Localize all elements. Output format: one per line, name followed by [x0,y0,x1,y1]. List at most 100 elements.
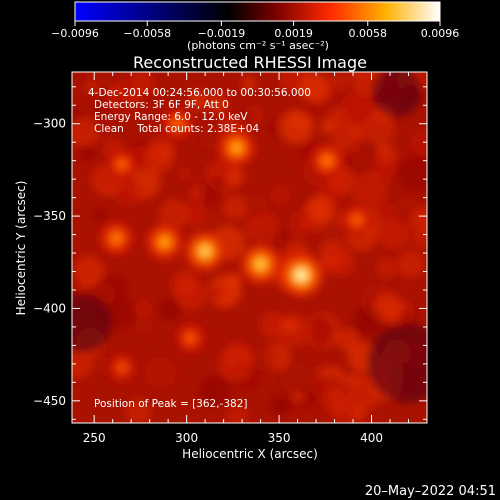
colorbar-units: (photons cm⁻² s⁻¹ asec⁻²) [187,39,329,52]
colorbar-tick-label: −0.0096 [51,27,99,40]
background-texture [331,121,364,153]
background-texture [270,185,291,206]
chart-title: Reconstructed RHESSI Image [133,53,367,72]
emission-source [200,246,210,256]
background-texture [268,396,289,416]
background-texture [400,309,417,326]
plot-frame [71,71,428,424]
background-texture [372,72,422,117]
background-texture [279,361,314,396]
background-texture [177,166,192,181]
background-texture [225,167,245,186]
background-texture [199,375,231,407]
footer-timestamp: 20–May–2022 04:51 [365,484,496,499]
background-texture [241,76,257,91]
background-texture [173,278,207,312]
y-tick-label: −400 [33,301,66,315]
background-texture [158,297,182,321]
background-texture [72,385,82,405]
emission-source [112,234,121,243]
background-texture [253,348,276,371]
emission-source [256,259,266,269]
background-texture [72,344,95,379]
background-texture [411,229,427,249]
emission-source [232,143,241,152]
background-texture [78,145,96,162]
background-texture [114,178,144,208]
background-texture [298,99,315,116]
colorbar-tick-label: 0.0019 [274,27,313,40]
background-texture [91,206,108,223]
background-texture [307,194,334,222]
axis-ticks: 250 300 350 400 −300 −350 −400 −450 [33,72,427,445]
background-texture [362,113,395,146]
background-texture [283,317,300,334]
colorbar-tick-label: −0.0019 [198,27,246,40]
y-axis-label: Heliocentric Y (arcsec) [14,181,28,316]
background-texture [245,211,279,244]
x-axis-label: Heliocentric X (arcsec) [182,447,318,461]
background-texture [289,210,315,236]
background-texture [376,257,398,279]
emission-source [160,237,169,247]
y-tick-label: −450 [33,394,66,408]
annotation-detectors: Detectors: 3F 6F 9F, Att 0 [94,99,229,111]
emission-source [186,334,194,342]
background-texture [340,91,375,126]
background-texture [323,388,350,415]
emission-source [173,120,182,128]
background-texture [240,107,255,122]
colorbar-tick-label: 0.0058 [349,27,388,40]
background-texture [373,292,403,322]
background-texture [84,80,99,95]
background-texture [225,406,249,423]
background-texture [206,211,220,225]
colorbar [74,1,441,22]
background-texture [134,299,153,318]
background-texture [72,293,112,353]
background-texture [367,323,427,403]
background-texture [410,130,427,158]
background-texture [278,109,314,145]
background-texture [218,346,254,382]
emission-source [323,156,332,165]
background-texture [397,251,425,278]
background-texture [72,117,99,148]
background-texture [266,120,284,138]
annotation-time: 4-Dec-2014 00:24:56.000 to 00:30:56.000 [88,87,311,99]
background-texture [312,333,332,353]
colorbar-ticks: −0.0096 −0.0058 −0.0019 0.0019 0.0058 0.0096 [51,21,459,40]
x-tick-label: 250 [83,431,106,445]
y-tick-label: −300 [33,117,66,131]
background-texture [115,78,139,103]
background-texture [351,172,388,209]
background-texture [243,194,268,219]
background-texture [158,199,190,230]
background-texture [299,73,329,103]
background-texture [126,399,152,423]
background-texture [397,156,427,192]
y-tick-label: −350 [33,209,66,223]
background-texture [319,239,347,267]
background-texture [208,285,223,300]
background-texture [183,202,208,227]
background-texture [93,102,108,118]
background-texture [222,195,248,220]
background-texture [209,95,228,113]
emission-source [353,216,361,224]
background-texture [188,89,210,110]
x-tick-label: 300 [175,431,198,445]
background-texture [108,96,123,111]
emission-source [296,270,307,281]
emission-source [118,160,126,169]
background-texture [199,183,221,205]
background-texture [376,202,395,221]
colorbar-tick-label: 0.0096 [421,27,460,40]
annotation-energy: Energy Range: 6.0 - 12.0 keV [94,111,248,123]
background-texture [410,206,427,235]
background-texture [328,72,349,91]
emission-source [118,364,126,372]
x-tick-label: 400 [360,431,383,445]
annotation-peak: Position of Peak = [362,-382] [94,398,248,410]
